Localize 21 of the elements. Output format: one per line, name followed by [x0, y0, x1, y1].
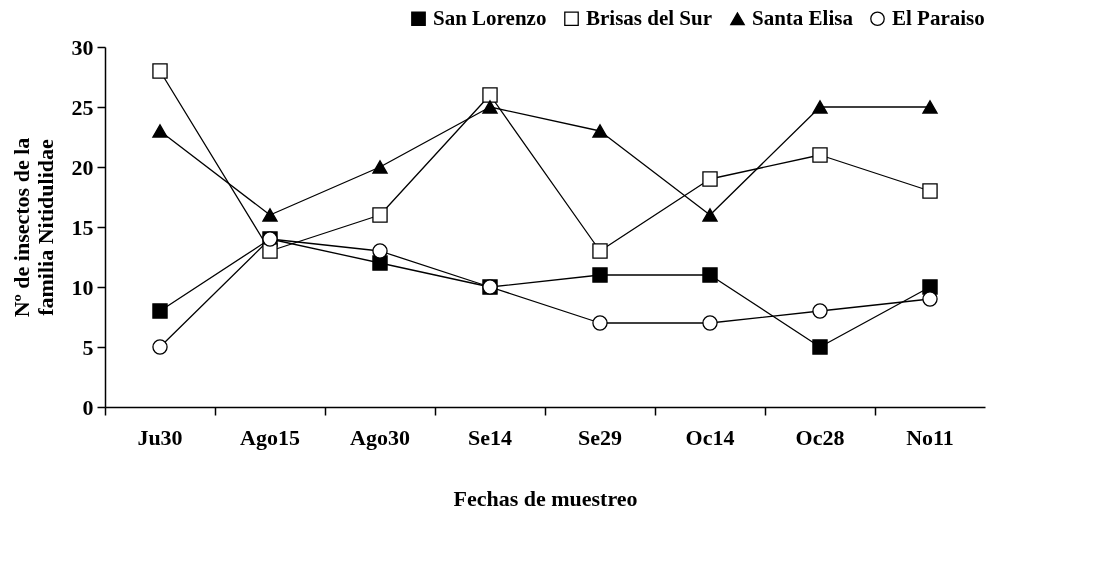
legend-label: El Paraiso	[892, 5, 985, 30]
legend-label: San Lorenzo	[433, 5, 547, 30]
y-tick-label: 20	[71, 154, 94, 180]
y-tick-label: 25	[71, 94, 94, 120]
x-axis-title: Fechas de muestreo	[453, 485, 638, 511]
x-tick-label: Ago30	[350, 424, 410, 450]
y-axis-title: Nº de insectos de la familia Nitidulidae	[8, 137, 58, 318]
x-tick-label: No11	[906, 424, 954, 450]
y-tick-label: 10	[71, 274, 94, 300]
y-tick-label: 0	[82, 394, 94, 420]
x-tick-label: Se29	[578, 424, 622, 450]
x-tick-label: Se14	[468, 424, 512, 450]
x-tick-label: Oc28	[795, 424, 845, 450]
y-tick-label: 15	[71, 214, 94, 240]
legend-label: Brisas del Sur	[586, 5, 713, 30]
y-tick-label: 5	[82, 334, 94, 360]
legend-label: Santa Elisa	[752, 5, 854, 30]
x-tick-label: Ago15	[240, 424, 300, 450]
x-tick-label: Oc14	[685, 424, 735, 450]
x-tick-label: Ju30	[137, 424, 183, 450]
y-tick-label: 30	[71, 34, 94, 60]
